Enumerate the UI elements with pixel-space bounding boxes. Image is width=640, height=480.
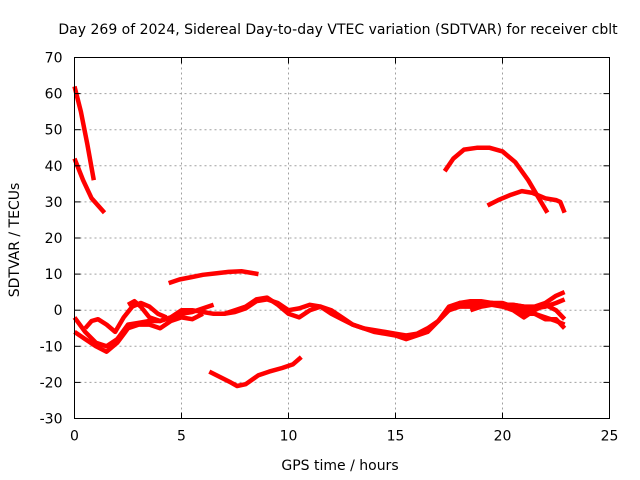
y-tick-label: 70 (45, 51, 63, 67)
series-group (72, 85, 567, 389)
chart-title: Day 269 of 2024, Sidereal Day-to-day VTE… (58, 22, 618, 38)
grid-lines (74, 57, 610, 419)
series-arc-5 (167, 268, 259, 286)
x-tick-label: 20 (494, 429, 512, 445)
series-arc-1 (72, 85, 97, 181)
x-tick-label: 5 (177, 429, 186, 445)
series-arc-14 (512, 302, 567, 330)
y-tick-label: 10 (45, 267, 63, 283)
series-arc-3 (442, 145, 550, 214)
y-tick-label: 0 (54, 303, 63, 319)
series-arc-8 (73, 311, 204, 354)
y-tick-label: 60 (45, 87, 63, 103)
series-arc-2 (72, 157, 107, 215)
x-axis-label: GPS time / hours (281, 458, 398, 474)
series-arc-9 (83, 300, 168, 335)
y-tick-label: 30 (45, 195, 63, 211)
y-tick-label: -30 (40, 412, 63, 428)
x-tick-label: 10 (280, 429, 298, 445)
y-tick-label: -10 (40, 339, 63, 355)
y-tick-label: 40 (45, 159, 63, 175)
x-tick-label: 0 (70, 429, 79, 445)
y-tick-label: 50 (45, 123, 63, 139)
y-tick-label: -20 (40, 375, 63, 391)
x-tick-label: 25 (601, 429, 619, 445)
series-arc-4 (486, 188, 567, 214)
series-arc-6 (208, 355, 303, 389)
x-tick-label: 15 (387, 429, 405, 445)
y-axis-label: SDTVAR / TECUs (7, 183, 23, 298)
series-arc-13 (469, 302, 567, 321)
y-tick-label: 20 (45, 231, 63, 247)
axis-ticks: 0 5 10 15 20 25 -30 -20 -10 0 10 20 30 40 50 60 70 (40, 51, 619, 445)
